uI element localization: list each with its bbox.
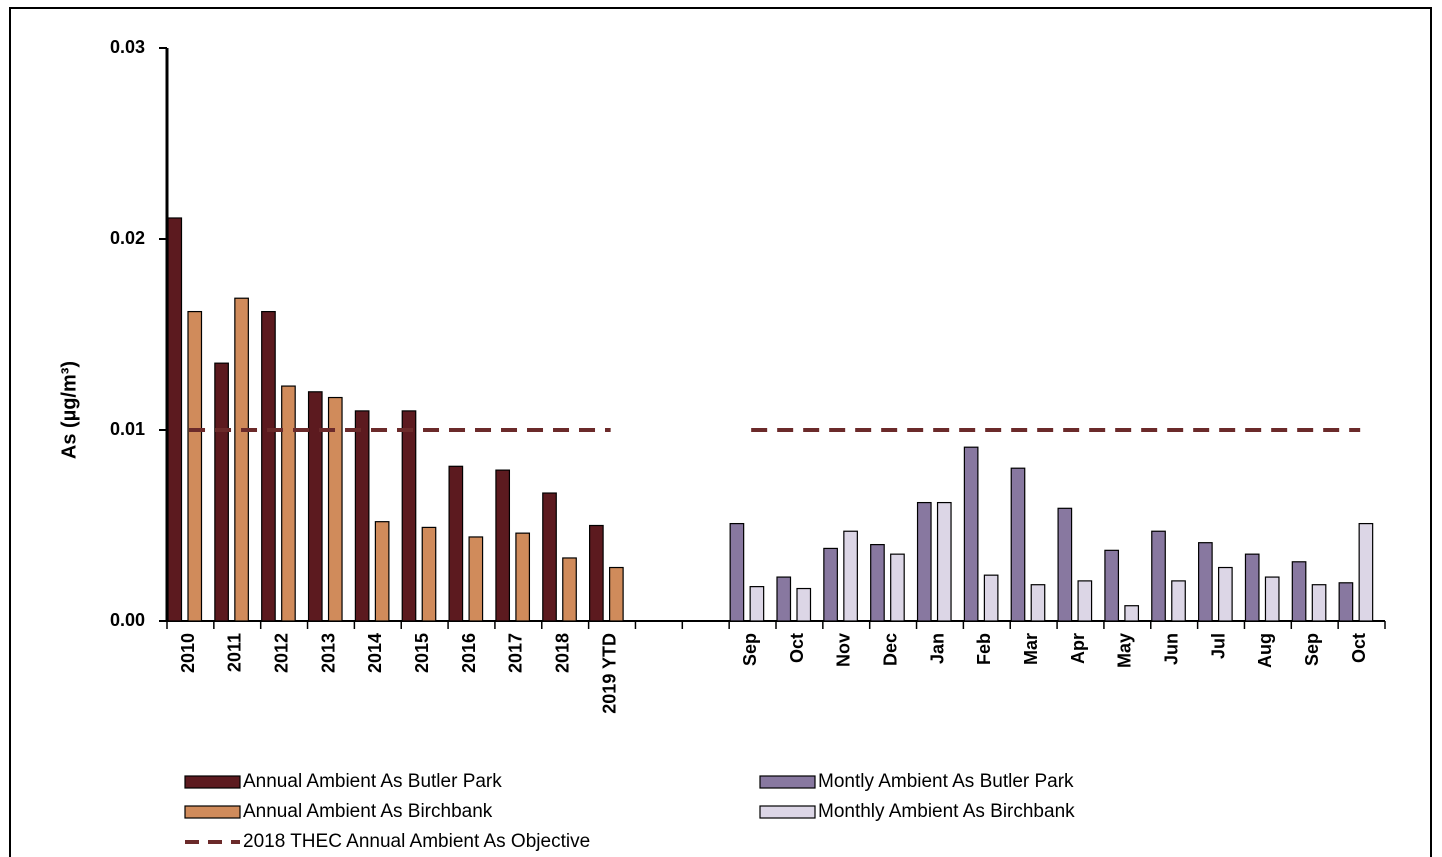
bar <box>1057 507 1073 622</box>
x-tick-label: 2012 <box>271 633 291 673</box>
x-tick-label: 2015 <box>412 633 432 673</box>
bar <box>1104 549 1120 622</box>
legend-label: Montly Ambient As Butler Park <box>818 771 1074 792</box>
bar <box>1291 561 1307 622</box>
bar <box>1358 522 1374 622</box>
bar <box>983 574 999 622</box>
x-tick-label: Jul <box>1208 633 1228 659</box>
legend-label: 2018 THEC Annual Ambient As Objective <box>243 831 590 852</box>
legend-swatch <box>184 775 241 789</box>
bar <box>542 492 557 622</box>
bar <box>214 362 229 622</box>
legend-label: Annual Ambient As Butler Park <box>243 771 502 792</box>
bar <box>562 557 577 622</box>
bar <box>307 391 323 622</box>
x-tick-label: Mar <box>1021 633 1041 665</box>
bar <box>1030 584 1046 622</box>
bar <box>327 396 343 622</box>
bar <box>234 297 249 622</box>
bar <box>609 566 624 622</box>
x-tick-label: Feb <box>974 633 994 665</box>
x-tick-label: Apr <box>1068 633 1088 664</box>
x-tick-label: 2016 <box>459 633 479 673</box>
legend-label: Monthly Ambient As Birchbank <box>818 801 1075 822</box>
x-tick-label: Jan <box>927 633 947 664</box>
legend-swatch <box>759 805 816 819</box>
frame <box>9 7 1432 857</box>
bar <box>589 524 604 622</box>
bar <box>1311 584 1327 622</box>
bar <box>515 532 531 622</box>
bar <box>843 530 858 622</box>
x-tick-label: Nov <box>834 633 854 667</box>
x-tick-label: Jun <box>1162 633 1182 665</box>
x-tick-label: Sep <box>1302 633 1322 666</box>
bar <box>1077 580 1093 622</box>
y-tick-label: 0.03 <box>110 37 145 57</box>
bar <box>401 410 417 622</box>
bar <box>281 385 296 622</box>
bar <box>749 586 765 622</box>
x-tick-label: 2011 <box>225 633 245 672</box>
bar <box>823 547 838 622</box>
bar <box>1264 576 1280 622</box>
x-tick-label: May <box>1115 633 1135 668</box>
bar <box>963 446 979 622</box>
bar <box>729 522 745 622</box>
bar <box>495 469 511 622</box>
x-tick-label: 2013 <box>318 633 338 673</box>
bar <box>354 410 370 622</box>
bar <box>916 501 932 622</box>
x-tick-label: 2014 <box>365 633 385 673</box>
y-tick-label: 0.00 <box>110 610 145 630</box>
x-tick-label: 2017 <box>506 633 526 673</box>
y-tick-label: 0.02 <box>110 228 145 248</box>
bar <box>468 536 484 622</box>
bar <box>167 217 183 622</box>
bar <box>1218 566 1233 622</box>
x-tick-label: Aug <box>1255 633 1275 668</box>
bar <box>1124 605 1140 622</box>
bar <box>421 526 437 622</box>
x-tick-label: 2019 YTD <box>599 633 619 714</box>
bar <box>448 465 464 622</box>
legend-swatch <box>759 775 816 789</box>
bar <box>187 310 203 622</box>
x-tick-label: Dec <box>880 633 900 666</box>
bar <box>1244 553 1260 622</box>
bar <box>890 553 905 622</box>
x-tick-label: Oct <box>1349 633 1369 663</box>
x-tick-label: Oct <box>787 633 807 663</box>
bar <box>1151 530 1166 622</box>
bar <box>374 521 390 622</box>
bar <box>936 501 952 622</box>
y-tick-label: 0.01 <box>110 419 145 439</box>
bar <box>1338 582 1354 622</box>
bar <box>870 543 885 622</box>
y-axis-label: As (µg/m³) <box>58 361 80 459</box>
x-tick-label: 2010 <box>178 633 198 673</box>
x-tick-label: 2018 <box>553 633 573 673</box>
legend-label: Annual Ambient As Birchbank <box>243 801 493 822</box>
bar <box>796 587 812 622</box>
bar <box>1010 467 1026 622</box>
bar <box>261 310 276 622</box>
bar <box>1171 580 1186 622</box>
x-tick-label: Sep <box>740 633 760 666</box>
legend-swatch <box>184 805 241 819</box>
bar <box>1198 542 1213 622</box>
bar <box>776 576 792 622</box>
